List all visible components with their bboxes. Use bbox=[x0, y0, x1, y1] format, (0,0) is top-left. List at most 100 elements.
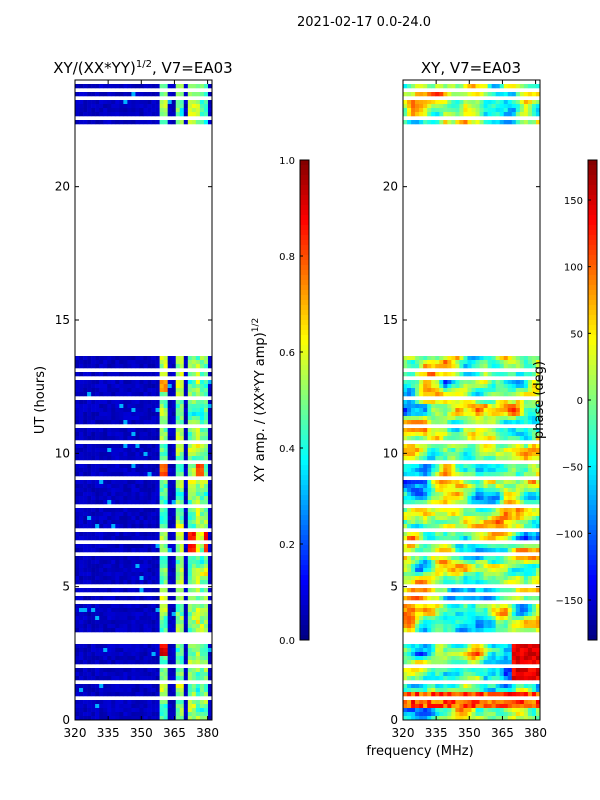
phase-cell bbox=[491, 380, 496, 385]
phase-cell bbox=[411, 484, 416, 489]
amplitude-cell bbox=[195, 580, 201, 585]
amplitude-cell bbox=[171, 616, 177, 621]
amplitude-cell bbox=[135, 104, 140, 109]
colorbar-swatch bbox=[300, 460, 309, 466]
phase-cell bbox=[463, 84, 468, 89]
amplitude-cell bbox=[87, 372, 92, 377]
phase-cell bbox=[419, 468, 424, 473]
phase-cell bbox=[423, 404, 428, 409]
amplitude-cell bbox=[195, 532, 201, 537]
phase-cell bbox=[515, 628, 521, 633]
amplitude-cell bbox=[207, 576, 213, 581]
amplitude-cell bbox=[139, 672, 144, 677]
phase-cell bbox=[519, 508, 525, 513]
phase-cell bbox=[511, 484, 517, 489]
amplitude-cell bbox=[151, 564, 156, 569]
amplitude-cell bbox=[179, 544, 185, 549]
colorbar-swatch bbox=[300, 510, 309, 516]
phase-cell bbox=[443, 464, 448, 469]
phase-cell bbox=[415, 588, 420, 593]
phase-cell bbox=[451, 536, 456, 541]
amplitude-cell bbox=[199, 496, 205, 501]
phase-cell bbox=[479, 400, 484, 405]
phase-cell bbox=[459, 576, 464, 581]
phase-cell bbox=[435, 564, 440, 569]
phase-cell bbox=[423, 456, 428, 461]
phase-cell bbox=[491, 416, 496, 421]
amplitude-cell bbox=[155, 484, 160, 489]
phase-cell bbox=[511, 520, 517, 525]
phase-cell bbox=[507, 572, 513, 577]
phase-cell bbox=[471, 444, 476, 449]
x-tick-label: 365 bbox=[163, 726, 186, 740]
phase-cell bbox=[515, 372, 521, 377]
amplitude-cell bbox=[183, 672, 189, 677]
phase-cell bbox=[503, 564, 509, 569]
phase-cell bbox=[455, 616, 460, 621]
amplitude-cell bbox=[203, 512, 209, 517]
amplitude-cell bbox=[123, 428, 128, 433]
phase-cell bbox=[463, 380, 468, 385]
phase-cell bbox=[431, 492, 436, 497]
amplitude-cell bbox=[195, 360, 201, 365]
amplitude-cell bbox=[119, 688, 124, 693]
amplitude-cell bbox=[191, 484, 197, 489]
amplitude-cell bbox=[135, 420, 140, 425]
phase-cell bbox=[403, 104, 408, 109]
amplitude-cell bbox=[155, 496, 160, 501]
phase-cell bbox=[471, 452, 476, 457]
phase-cell bbox=[463, 452, 468, 457]
amplitude-cell bbox=[99, 616, 104, 621]
amplitude-cell bbox=[119, 692, 124, 697]
amplitude-cell bbox=[119, 108, 124, 113]
amplitude-cell bbox=[135, 548, 140, 553]
amplitude-cell bbox=[199, 428, 205, 433]
phase-cell bbox=[487, 524, 492, 529]
amplitude-cell bbox=[87, 464, 92, 469]
x-tick-label: 350 bbox=[130, 726, 153, 740]
colorbar-swatch bbox=[300, 525, 309, 531]
amplitude-cell bbox=[127, 364, 132, 369]
amplitude-cell bbox=[175, 608, 181, 613]
amplitude-cell bbox=[79, 500, 84, 505]
phase-cell bbox=[459, 452, 464, 457]
amplitude-cell bbox=[179, 668, 185, 673]
amplitude-cell bbox=[195, 464, 201, 469]
phase-cell bbox=[495, 360, 501, 365]
phase-cell bbox=[439, 384, 444, 389]
phase-cell bbox=[403, 452, 408, 457]
phase-cell bbox=[435, 444, 440, 449]
amplitude-cell bbox=[127, 624, 132, 629]
phase-cell bbox=[411, 548, 416, 553]
phase-cell bbox=[459, 384, 464, 389]
phase-cell bbox=[419, 580, 424, 585]
phase-cell bbox=[491, 616, 496, 621]
amplitude-cell bbox=[87, 500, 92, 505]
phase-cell bbox=[523, 464, 529, 469]
amplitude-cell bbox=[91, 704, 96, 709]
phase-cell bbox=[491, 120, 496, 125]
amplitude-cell bbox=[207, 548, 213, 553]
amplitude-cell bbox=[107, 372, 112, 377]
amplitude-cell bbox=[199, 108, 205, 113]
amplitude-cell bbox=[199, 668, 205, 673]
amplitude-cell bbox=[171, 656, 177, 661]
phase-cell bbox=[487, 548, 492, 553]
amplitude-cell bbox=[183, 480, 189, 485]
amplitude-cell bbox=[115, 544, 120, 549]
phase-cell bbox=[527, 408, 533, 413]
phase-cell bbox=[527, 604, 533, 609]
amplitude-cell bbox=[191, 380, 197, 385]
phase-cell bbox=[431, 436, 436, 441]
phase-cell bbox=[455, 496, 460, 501]
phase-cell bbox=[527, 452, 533, 457]
amplitude-cell bbox=[83, 708, 88, 713]
amplitude-cell bbox=[143, 708, 148, 713]
phase-cell bbox=[407, 488, 412, 493]
amplitude-cell bbox=[167, 456, 173, 461]
phase-cell bbox=[535, 104, 541, 109]
phase-cell bbox=[499, 532, 505, 537]
amplitude-cell bbox=[175, 620, 181, 625]
phase-cell bbox=[483, 436, 488, 441]
